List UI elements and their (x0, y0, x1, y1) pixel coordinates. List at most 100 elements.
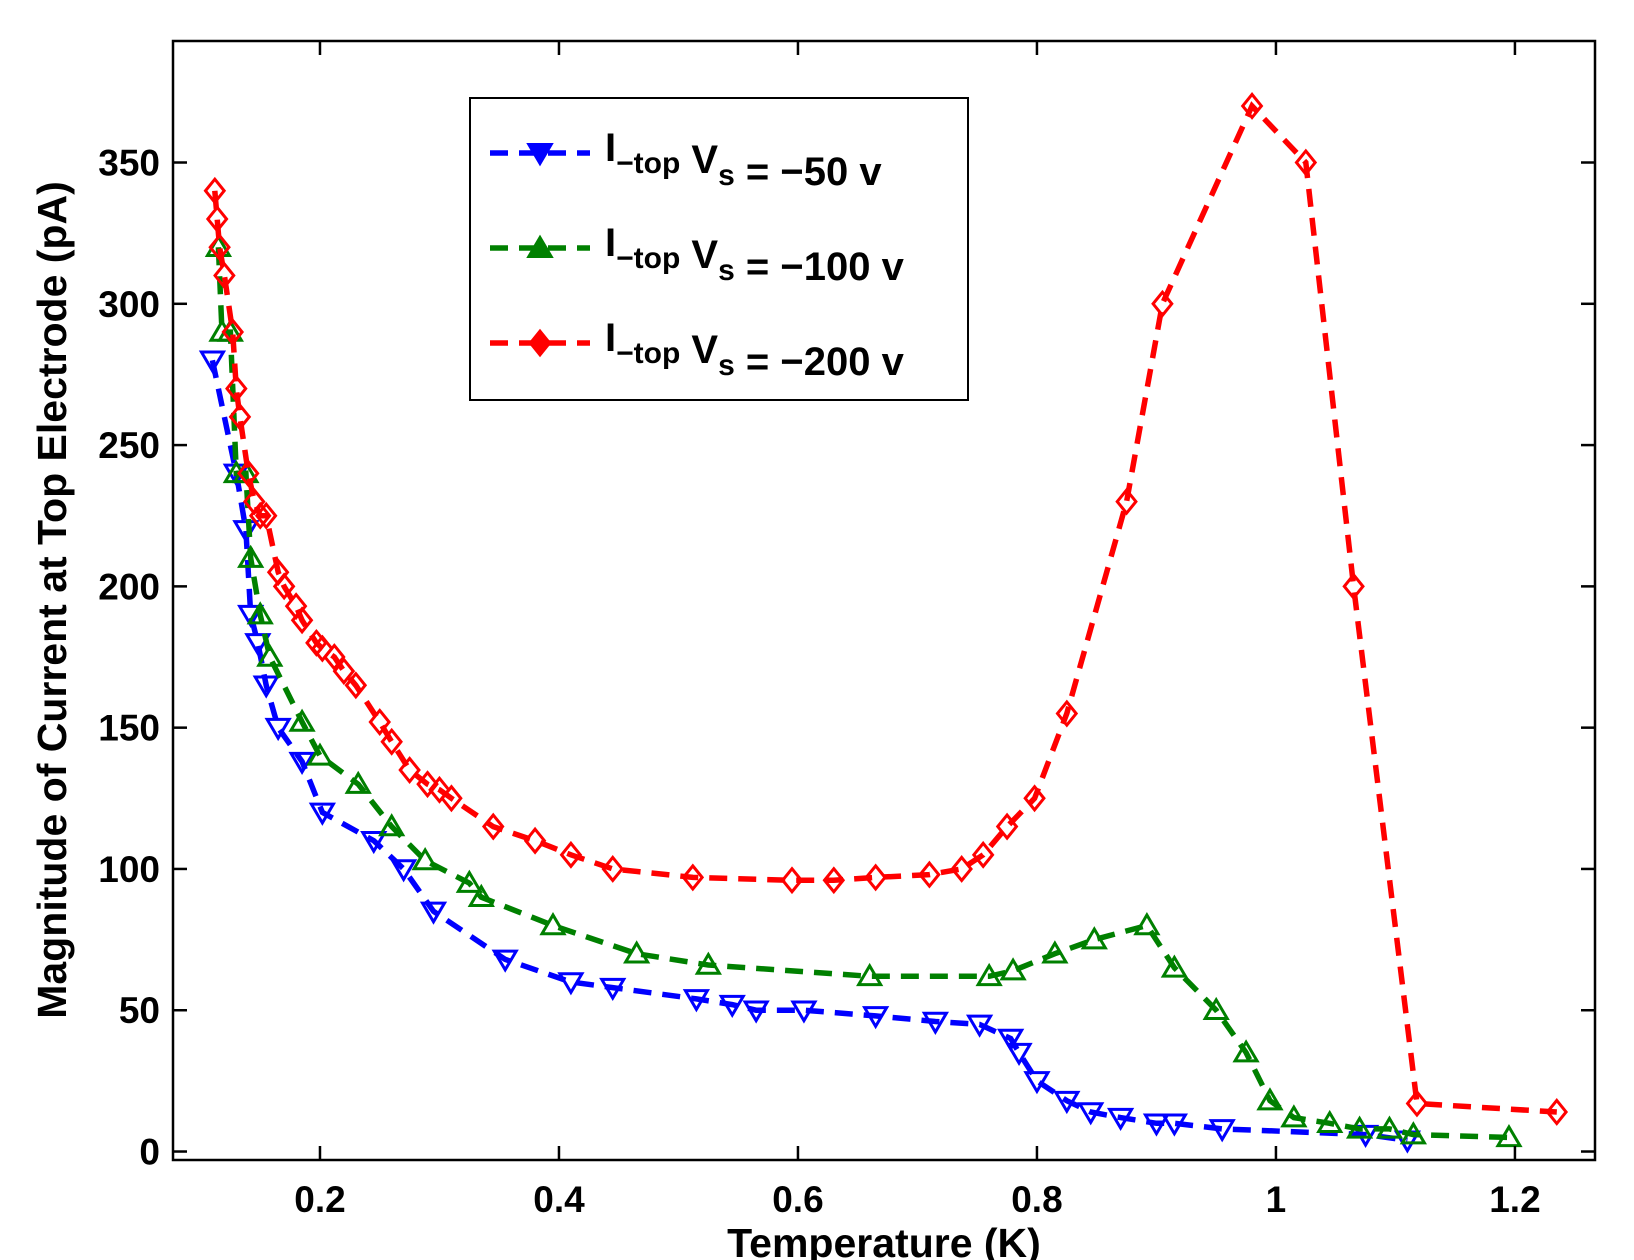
legend-text-part: I (605, 316, 616, 360)
data-point (864, 863, 887, 892)
data-point (995, 812, 1019, 841)
legend-entry-1: I−top Vs = −50 v (490, 126, 882, 194)
x-axis: 0.2 0.4 0.6 0.8 1 1.2 (294, 41, 1541, 1220)
x-axis-label: Temperature (K) (727, 1220, 1041, 1260)
data-point (1240, 92, 1264, 120)
data-point (921, 1011, 950, 1035)
legend-text-part: = −100 v (735, 245, 905, 289)
data-point (1208, 1119, 1236, 1143)
y-tick-label: 250 (98, 425, 160, 466)
data-point (1342, 572, 1365, 601)
data-point (272, 572, 296, 601)
y-axis: 0 50 100 150 200 250 300 350 (98, 143, 1595, 1173)
data-point (790, 1000, 818, 1024)
y-tick-label: 50 (119, 990, 160, 1031)
data-point (344, 671, 368, 700)
data-point (360, 830, 388, 855)
legend-text-part: I (605, 221, 616, 265)
data-point (288, 708, 316, 732)
data-point (1106, 1107, 1135, 1132)
data-point (225, 374, 248, 403)
data-point (1133, 912, 1161, 936)
data-point (1160, 954, 1188, 978)
legend-text-part: = −50 v (735, 150, 883, 194)
data-point (1232, 1039, 1260, 1063)
y-tick-label: 0 (139, 1132, 160, 1173)
data-point (1023, 1071, 1051, 1095)
data-point (918, 860, 941, 889)
data-point (380, 727, 403, 756)
data-point (208, 233, 231, 262)
y-tick-label: 200 (98, 566, 160, 607)
y-tick-label: 100 (98, 849, 160, 890)
data-point (378, 813, 406, 837)
series-layer (198, 92, 1569, 1154)
legend-text-part: V (680, 233, 718, 277)
data-point (467, 883, 495, 907)
data-point (1405, 1089, 1429, 1118)
x-tick-label: 0.8 (1011, 1179, 1062, 1220)
data-point (1053, 1090, 1081, 1115)
legend-text-part: V (680, 328, 718, 372)
data-point (682, 989, 711, 1013)
y-tick-label: 300 (98, 284, 160, 325)
data-point (221, 318, 245, 346)
data-point (244, 633, 272, 657)
data-point (323, 643, 346, 671)
data-point (368, 708, 392, 736)
data-point (694, 951, 722, 975)
data-point (228, 402, 252, 431)
data-point (1256, 1087, 1284, 1111)
data-point (557, 972, 585, 996)
legend-entry-2: I−top Vs = −100 v (490, 221, 905, 289)
data-point (1142, 1113, 1171, 1137)
legend-subscript: −top (616, 337, 680, 370)
data-point (332, 657, 356, 686)
data-point (1345, 1115, 1374, 1139)
data-point (311, 634, 334, 663)
x-tick-label: 0.4 (533, 1179, 585, 1220)
data-point (975, 962, 1003, 987)
data-point (1115, 487, 1138, 516)
legend-entry-3: I−top Vs = −200 v (490, 316, 905, 384)
data-point (1151, 289, 1174, 318)
data-point (428, 775, 451, 804)
data-point (290, 606, 314, 635)
data-point (481, 812, 505, 841)
data-point (246, 601, 274, 625)
data-point (198, 350, 227, 374)
data-point (1545, 1098, 1569, 1126)
data-point (780, 866, 804, 895)
data-point (559, 840, 583, 869)
x-tick-label: 1.2 (1489, 1179, 1540, 1220)
legend-text-part: = −200 v (735, 340, 905, 384)
data-point (523, 826, 547, 855)
data-point (390, 859, 418, 883)
x-tick-label: 1 (1266, 1179, 1287, 1220)
legend-subscript: s (718, 159, 735, 192)
data-point (599, 977, 627, 1002)
data-point (411, 847, 439, 871)
data-point (1399, 1121, 1427, 1145)
legend-text-part: I (605, 126, 616, 170)
data-point (203, 176, 227, 205)
data-point (539, 912, 567, 936)
data-point (601, 855, 625, 883)
data-point (491, 949, 519, 973)
x-tick-label: 0.2 (294, 1179, 345, 1220)
data-point (256, 643, 284, 667)
data-point (205, 205, 229, 233)
data-point (416, 770, 439, 799)
data-point (1080, 926, 1108, 950)
plot-frame (171, 39, 1597, 1162)
legend-label: I−top Vs = −200 v (605, 316, 905, 384)
legend-subscript: −top (616, 242, 680, 275)
data-point (308, 802, 336, 826)
data-point (237, 544, 265, 568)
data-point (681, 863, 705, 892)
data-point (419, 901, 448, 925)
legend-label: I−top Vs = −50 v (605, 126, 882, 194)
data-point (623, 940, 651, 964)
legend-text-part: V (680, 138, 718, 182)
legend: I−top Vs = −50 vI−top Vs = −100 vI−top V… (469, 97, 969, 401)
